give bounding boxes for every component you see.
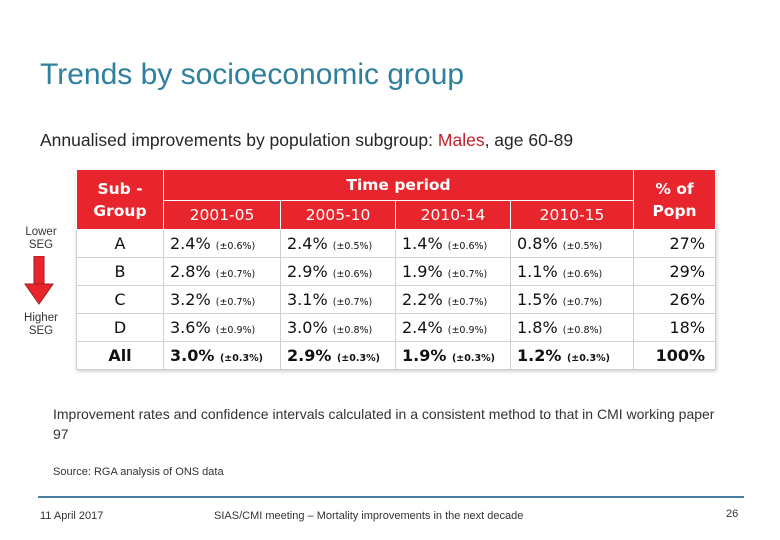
rate-cell: 3.2% (±0.7%) (163, 285, 281, 314)
confidence-interval: (±0.3%) (219, 353, 263, 364)
confidence-interval: (±0.8%) (332, 325, 373, 336)
rate-cell: 3.6% (±0.9%) (163, 313, 281, 342)
rate-cell: 0.8% (±0.5%) (509, 229, 635, 258)
confidence-interval: (±0.3%) (336, 353, 380, 364)
rate-cell: 2.4% (±0.5%) (280, 229, 396, 258)
subtitle-prefix: Annualised improvements by population su… (40, 130, 438, 150)
improvement-table: Sub - Group Time period % of Popn 2001-0… (76, 169, 717, 370)
rate-cell: 1.5% (±0.7%) (509, 285, 635, 314)
confidence-interval: (±0.6%) (562, 269, 603, 280)
table-row: B 2.8% (±0.7%) 2.9% (±0.6%) 1.9% (±0.7%) 1.1… (76, 257, 717, 286)
header-period: 2005-10 (280, 200, 396, 230)
confidence-interval: (±0.6%) (447, 241, 488, 252)
confidence-interval: (±0.3%) (451, 353, 495, 364)
rate-value: 3.2% (170, 290, 211, 309)
rate-value: 3.0% (170, 346, 215, 365)
table-row: All 3.0% (±0.3%) 2.9% (±0.3%) 1.9% (±0.3%) 1… (76, 341, 717, 370)
rate-value: 3.1% (287, 290, 328, 309)
rate-value: 2.4% (170, 234, 211, 253)
table-row: C 3.2% (±0.7%) 3.1% (±0.7%) 2.2% (±0.7%) 1.5… (76, 285, 717, 314)
confidence-interval: (±0.6%) (215, 241, 256, 252)
confidence-interval: (±0.5%) (332, 241, 373, 252)
confidence-interval: (±0.7%) (447, 269, 488, 280)
header-popn: % of Popn (633, 169, 717, 230)
rate-value: 1.4% (402, 234, 443, 253)
rate-cell: 1.8% (±0.8%) (509, 313, 635, 342)
header-period: 2010-14 (395, 200, 511, 230)
rate-value: 1.2% (517, 346, 562, 365)
confidence-interval: (±0.7%) (332, 297, 373, 308)
subgroup-cell: D (76, 313, 164, 342)
rate-value: 1.1% (517, 262, 558, 281)
methodology-note: Improvement rates and confidence interva… (53, 406, 715, 442)
rate-value: 1.8% (517, 318, 558, 337)
rate-value: 0.8% (517, 234, 558, 253)
table-row: A 2.4% (±0.6%) 2.4% (±0.5%) 1.4% (±0.6%) 0.8… (76, 229, 717, 258)
footer-title: SIAS/CMI meeting – Mortality improvement… (214, 510, 524, 522)
confidence-interval: (±0.3%) (566, 353, 610, 364)
rate-value: 3.6% (170, 318, 211, 337)
subtitle-suffix: , age 60-89 (484, 130, 574, 150)
rate-cell: 1.9% (±0.3%) (395, 341, 511, 370)
confidence-interval: (±0.7%) (215, 297, 256, 308)
rate-cell: 1.9% (±0.7%) (395, 257, 511, 286)
rate-value: 1.9% (402, 346, 447, 365)
rate-cell: 3.0% (±0.8%) (280, 313, 396, 342)
confidence-interval: (±0.5%) (562, 241, 603, 252)
rate-value: 2.8% (170, 262, 211, 281)
confidence-interval: (±0.9%) (215, 325, 256, 336)
popn-cell: 100% (633, 341, 717, 370)
subgroup-cell: C (76, 285, 164, 314)
rate-value: 1.9% (402, 262, 443, 281)
footer-date: 11 April 2017 (40, 510, 104, 522)
rate-cell: 2.9% (±0.3%) (280, 341, 396, 370)
footer-divider (38, 496, 744, 498)
subtitle-highlight: Males (437, 130, 485, 150)
higher-seg-label: Higher SEG (24, 312, 58, 337)
rate-value: 2.9% (287, 346, 332, 365)
popn-cell: 27% (633, 229, 717, 258)
confidence-interval: (±0.6%) (332, 269, 373, 280)
rate-cell: 2.8% (±0.7%) (163, 257, 281, 286)
improvement-table-container: Sub - Group Time period % of Popn 2001-0… (76, 169, 717, 370)
table-row: D 3.6% (±0.9%) 3.0% (±0.8%) 2.4% (±0.9%) 1.8… (76, 313, 717, 342)
down-arrow-icon (24, 256, 54, 305)
popn-cell: 26% (633, 285, 717, 314)
header-period: 2010-15 (509, 200, 635, 230)
confidence-interval: (±0.8%) (562, 325, 603, 336)
confidence-interval: (±0.7%) (562, 297, 603, 308)
rate-cell: 1.4% (±0.6%) (395, 229, 511, 258)
rate-cell: 3.1% (±0.7%) (280, 285, 396, 314)
rate-cell: 2.4% (±0.6%) (163, 229, 281, 258)
rate-cell: 3.0% (±0.3%) (163, 341, 281, 370)
subgroup-cell: B (76, 257, 164, 286)
header-time-period: Time period (162, 169, 635, 201)
rate-cell: 1.2% (±0.3%) (509, 341, 635, 370)
page-number: 26 (726, 508, 739, 520)
rate-value: 2.4% (287, 234, 328, 253)
rate-cell: 1.1% (±0.6%) (509, 257, 635, 286)
rate-value: 1.5% (517, 290, 558, 309)
popn-cell: 29% (633, 257, 717, 286)
popn-cell: 18% (633, 313, 717, 342)
rate-value: 2.2% (402, 290, 443, 309)
slide-subtitle: Annualised improvements by population su… (40, 130, 573, 151)
rate-cell: 2.9% (±0.6%) (280, 257, 396, 286)
rate-cell: 2.2% (±0.7%) (395, 285, 511, 314)
slide-title: Trends by socioeconomic group (40, 58, 465, 91)
subgroup-cell: All (76, 341, 164, 370)
header-period: 2001-05 (163, 200, 281, 230)
confidence-interval: (±0.7%) (215, 269, 256, 280)
source-note: Source: RGA analysis of ONS data (53, 466, 224, 478)
rate-value: 3.0% (287, 318, 328, 337)
header-subgroup: Sub - Group (76, 169, 164, 230)
confidence-interval: (±0.9%) (447, 325, 488, 336)
confidence-interval: (±0.7%) (447, 297, 488, 308)
rate-cell: 2.4% (±0.9%) (395, 313, 511, 342)
subgroup-cell: A (76, 229, 164, 258)
lower-seg-label: Lower SEG (25, 226, 57, 251)
rate-value: 2.4% (402, 318, 443, 337)
rate-value: 2.9% (287, 262, 328, 281)
